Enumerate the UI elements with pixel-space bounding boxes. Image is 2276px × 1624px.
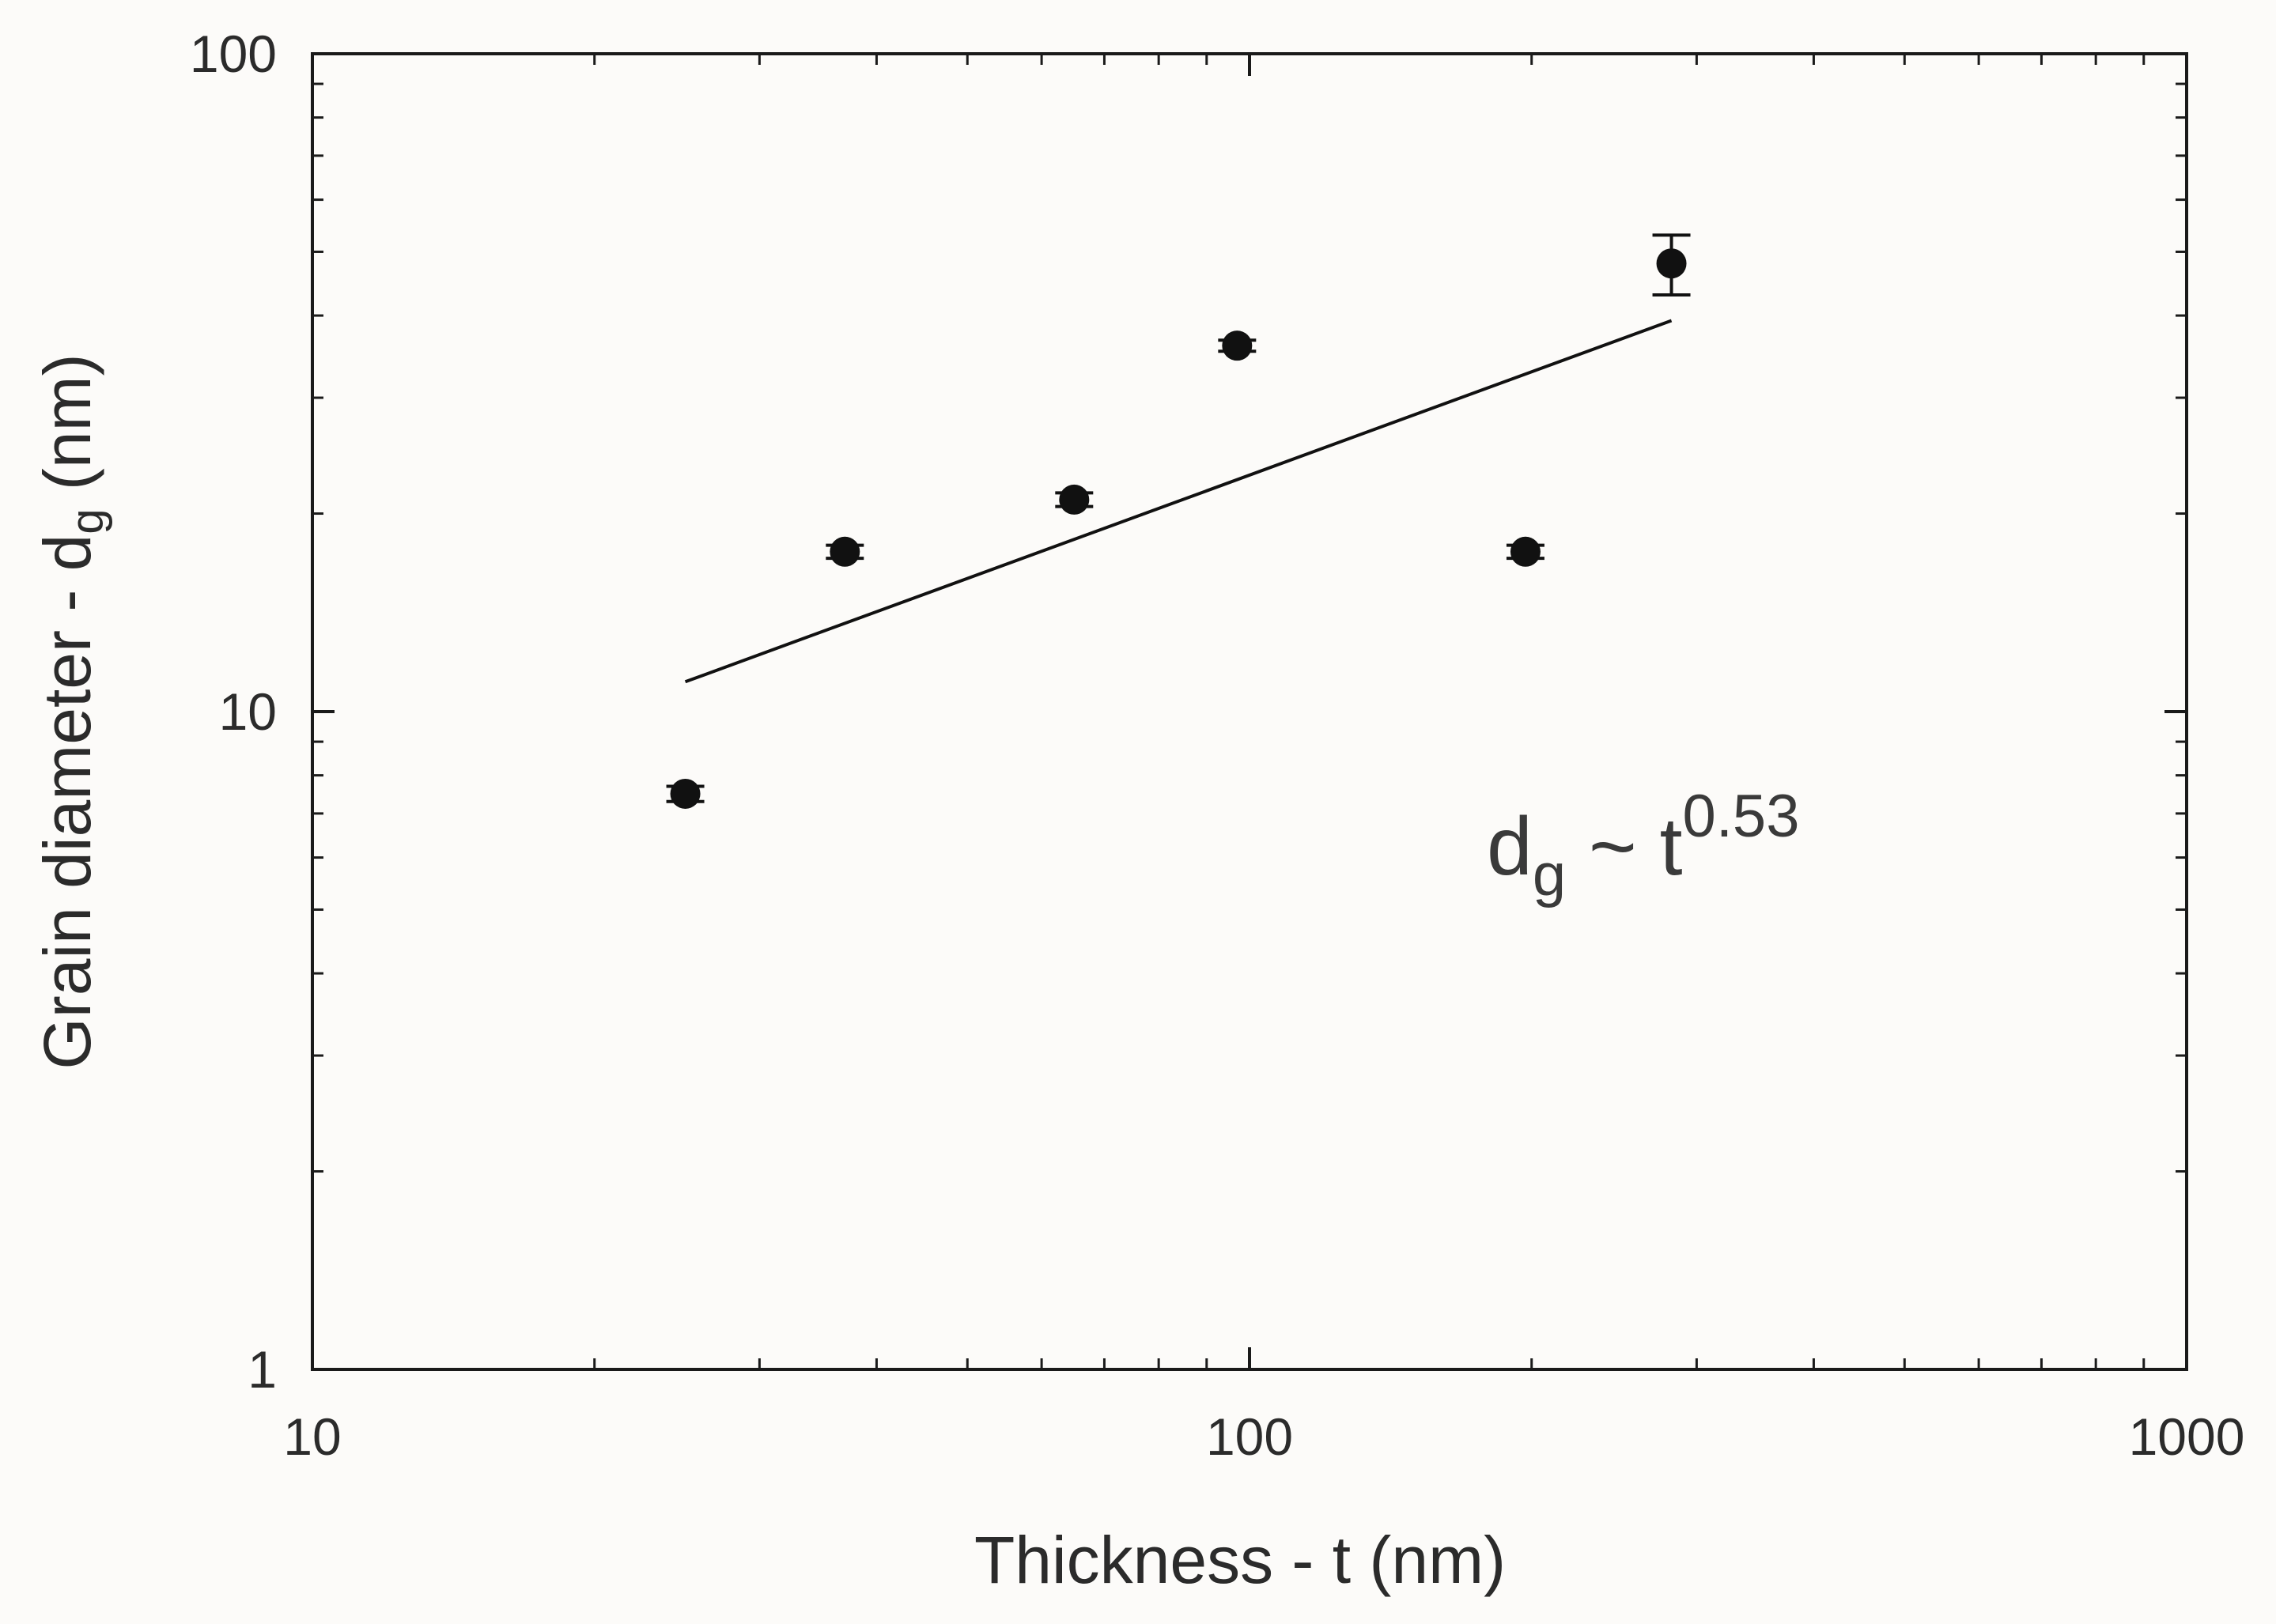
fit-line [684, 319, 1673, 684]
annotation-base: d [1487, 801, 1533, 893]
y-tick-label: 10 [219, 682, 277, 741]
x-tick-label: 100 [1206, 1407, 1293, 1466]
data-point [1059, 484, 1090, 515]
x-tick-label: 10 [283, 1407, 341, 1466]
y-axis-title: Grain diameter - dg (nm) [30, 353, 113, 1069]
data-point [1222, 330, 1253, 361]
y-axis-title-units: (nm) [30, 353, 104, 508]
x-tick-label: 1000 [2129, 1407, 2245, 1466]
fit-equation-annotation: dg ~ t0.53 [1487, 783, 1799, 908]
minor-ticks [312, 54, 2187, 1369]
plot-frame [311, 52, 2188, 1371]
data-point [830, 536, 860, 567]
y-tick-label: 100 [190, 25, 277, 83]
data-points [670, 248, 1687, 809]
y-tick-label: 1 [248, 1340, 277, 1399]
fit-line-layer [684, 319, 1673, 684]
annotation-subscript: g [1533, 841, 1566, 908]
data-point [1656, 248, 1687, 279]
annotation-superscript: 0.53 [1683, 783, 1800, 850]
data-point [670, 778, 701, 809]
x-axis-title: Thickness - t (nm) [974, 1523, 1506, 1597]
data-point [1510, 536, 1541, 567]
y-axis-title-subscript: g [62, 508, 113, 534]
y-axis-title-main: Grain diameter - d [30, 534, 104, 1070]
annotation-mid: ~ t [1566, 801, 1683, 893]
